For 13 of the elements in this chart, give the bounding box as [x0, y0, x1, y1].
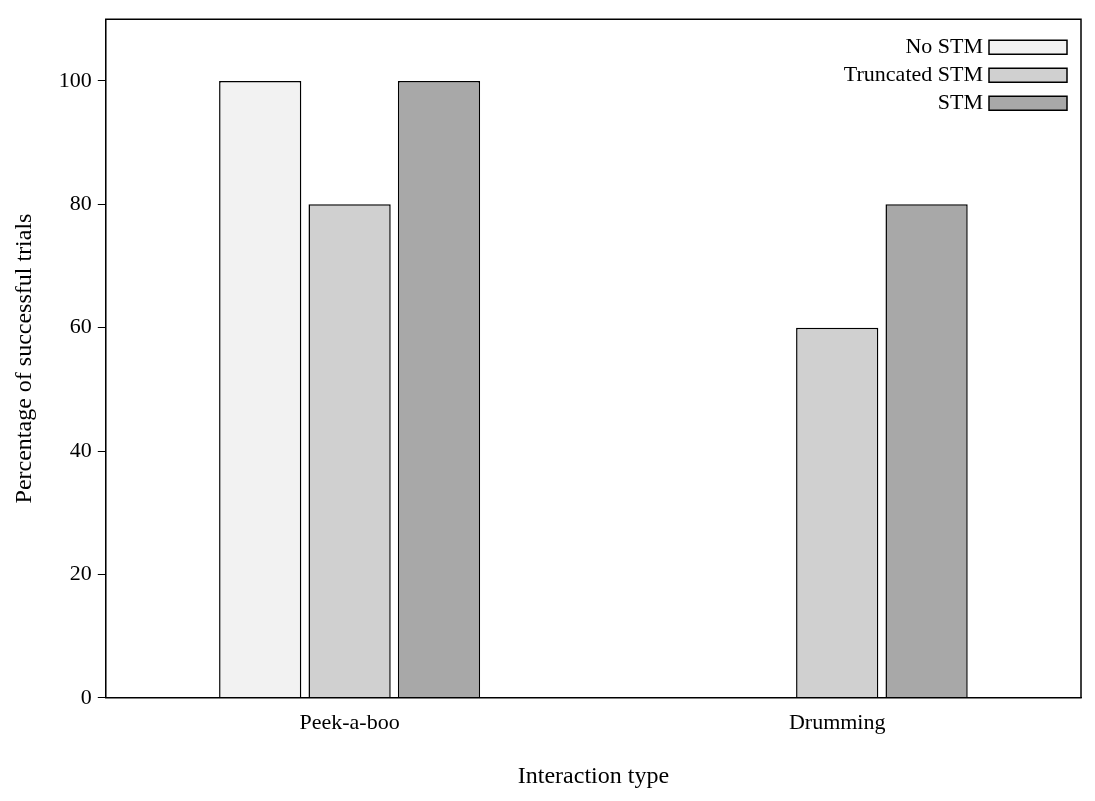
y-tick-label: 40	[69, 436, 92, 462]
legend-label: No STM	[905, 32, 983, 58]
y-tick-label: 20	[69, 560, 92, 586]
legend-label: STM	[937, 88, 983, 114]
y-tick-label: 80	[69, 190, 92, 216]
x-tick-label: Peek-a-boo	[299, 708, 400, 734]
y-tick-label: 60	[69, 313, 92, 339]
y-tick-label: 0	[80, 683, 92, 709]
x-axis-title: Interaction type	[517, 761, 670, 788]
x-tick-label: Drumming	[788, 708, 886, 734]
y-tick-label: 100	[58, 66, 92, 92]
y-axis-title: Percentage of successful trials	[9, 213, 36, 504]
legend-label: Truncated STM	[843, 60, 983, 86]
